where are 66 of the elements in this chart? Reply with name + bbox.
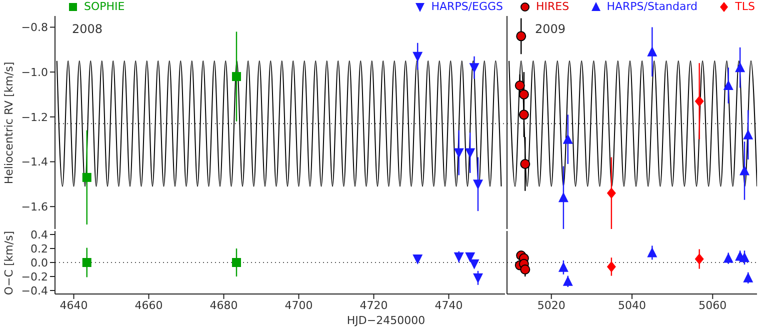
- point: [518, 110, 529, 120]
- x-tick-label: 4660: [134, 298, 163, 312]
- y-tick-label: 0.0: [30, 256, 48, 270]
- y-tick-label: −1.0: [21, 66, 48, 79]
- y-tick-label: −1.6: [21, 200, 48, 214]
- x-tick-label: 4700: [284, 298, 313, 312]
- point: [562, 134, 573, 144]
- legend-label: HIRES: [535, 0, 570, 13]
- x-tick-label: 5060: [698, 298, 727, 312]
- point: [465, 252, 476, 262]
- x-tick-label: 5040: [618, 298, 646, 312]
- y-tick-label: 0.2: [30, 242, 48, 256]
- y-tick-label: −0.2: [21, 270, 48, 284]
- point: [647, 46, 658, 56]
- x-tick-label: 4680: [210, 298, 238, 312]
- x-tick-label: 4640: [60, 298, 88, 312]
- point: [465, 148, 476, 158]
- y-tick-label: −0.8: [21, 21, 48, 34]
- annotation: 2009: [535, 22, 566, 36]
- point: [562, 276, 573, 286]
- point: [82, 172, 92, 182]
- point: [518, 89, 529, 100]
- y-axis-title: Heliocentric RV [km/s]: [2, 61, 16, 184]
- point: [647, 247, 658, 258]
- point: [740, 252, 750, 262]
- point: [469, 259, 480, 270]
- x-tick-label: 5020: [537, 298, 566, 312]
- point: [82, 258, 92, 267]
- point: [558, 192, 568, 202]
- y-tick-label: 0.4: [30, 228, 48, 242]
- point: [520, 158, 530, 169]
- point: [723, 80, 734, 90]
- point: [473, 180, 483, 190]
- legend-label: SOPHIE: [83, 0, 125, 13]
- y-tick-label: −0.4: [21, 284, 48, 298]
- point: [606, 261, 616, 272]
- y-axis-title: O−C [km/s]: [2, 230, 16, 295]
- point: [558, 262, 568, 272]
- point: [232, 72, 241, 82]
- point: [454, 252, 464, 262]
- point: [412, 52, 423, 62]
- point: [516, 31, 526, 42]
- point: [735, 62, 746, 72]
- point: [606, 188, 616, 199]
- point: [469, 63, 480, 74]
- point: [520, 264, 530, 274]
- point: [232, 258, 241, 267]
- annotation: 2008: [72, 22, 103, 36]
- x-tick-label: 4720: [360, 298, 388, 312]
- x-axis-title: HJD−2450000: [346, 314, 426, 327]
- x-tick-label: 4740: [434, 298, 463, 312]
- point: [454, 148, 464, 158]
- legend-label: TLS: [734, 0, 755, 13]
- y-tick-label: −1.4: [21, 156, 48, 169]
- point: [723, 252, 734, 263]
- legend-label: HARPS/Standard: [606, 0, 698, 13]
- point: [740, 165, 750, 176]
- legend-label: HARPS/EGGS: [430, 0, 503, 13]
- y-tick-label: −1.2: [21, 110, 48, 124]
- point: [743, 129, 754, 140]
- point: [473, 273, 483, 284]
- point: [412, 254, 423, 264]
- point: [694, 96, 704, 107]
- point: [743, 272, 754, 282]
- point: [694, 254, 704, 264]
- point: [514, 80, 525, 91]
